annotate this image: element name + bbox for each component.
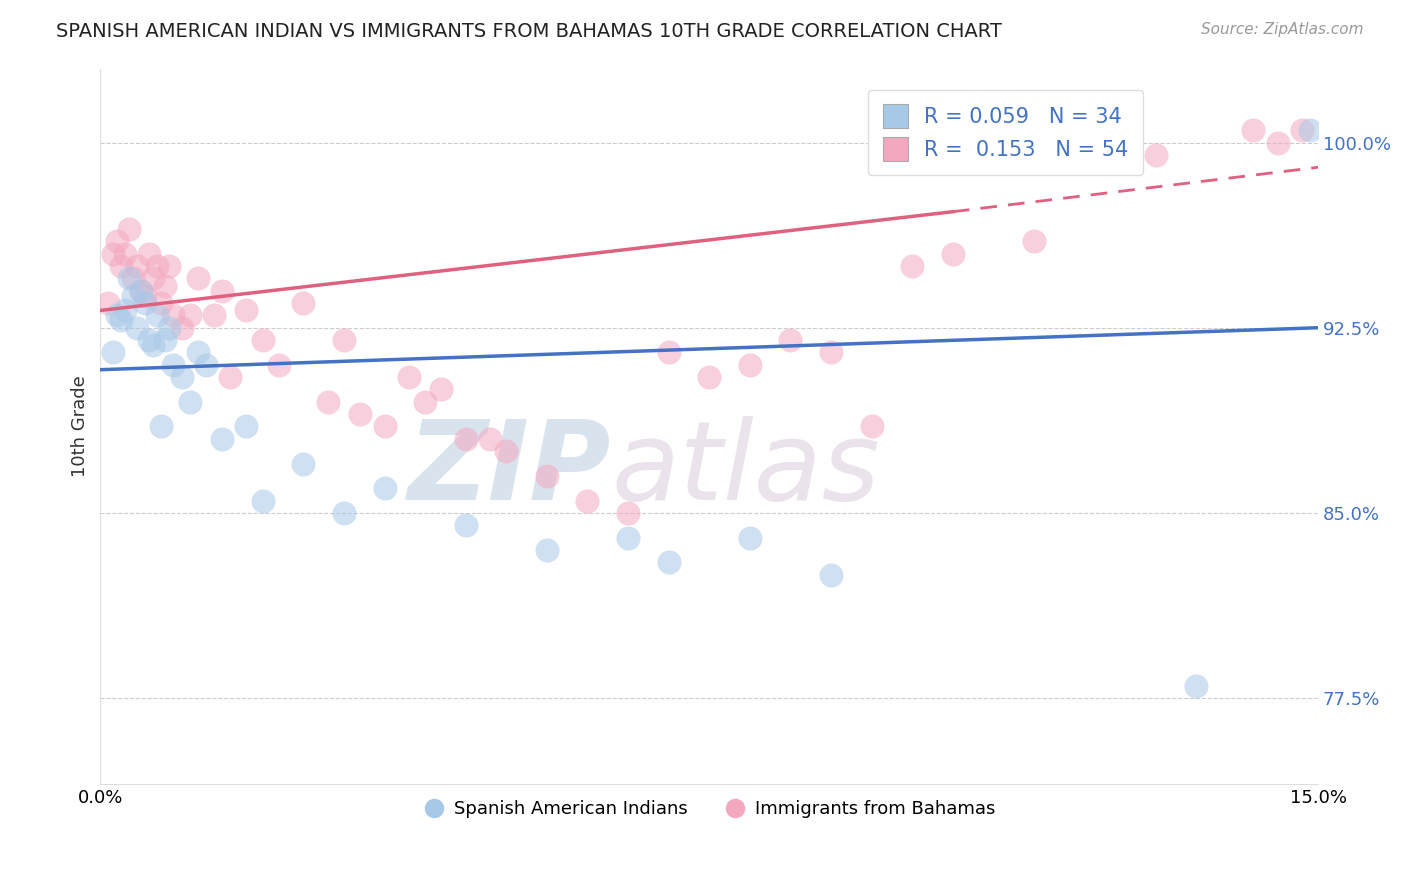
Point bbox=[373, 419, 395, 434]
Point bbox=[114, 303, 136, 318]
Point bbox=[150, 296, 173, 310]
Point bbox=[413, 394, 436, 409]
Point bbox=[114, 246, 136, 260]
Legend: Spanish American Indians, Immigrants from Bahamas: Spanish American Indians, Immigrants fro… bbox=[416, 793, 1002, 825]
Point bbox=[1299, 123, 1322, 137]
Point bbox=[155, 278, 177, 293]
Point bbox=[134, 296, 156, 310]
Text: Source: ZipAtlas.com: Source: ZipAtlas.com bbox=[1201, 22, 1364, 37]
Point bbox=[211, 284, 233, 298]
Point bbox=[1144, 148, 1167, 162]
Point bbox=[110, 259, 132, 273]
Point bbox=[1022, 235, 1045, 249]
Point bbox=[1291, 123, 1313, 137]
Point bbox=[333, 333, 356, 347]
Point bbox=[146, 259, 169, 273]
Point bbox=[479, 432, 502, 446]
Point bbox=[576, 493, 599, 508]
Point bbox=[252, 493, 274, 508]
Point bbox=[495, 444, 517, 458]
Text: atlas: atlas bbox=[612, 416, 880, 523]
Point bbox=[101, 345, 124, 359]
Point bbox=[179, 309, 201, 323]
Point bbox=[536, 542, 558, 557]
Point bbox=[697, 370, 720, 384]
Point bbox=[235, 419, 257, 434]
Point bbox=[118, 271, 141, 285]
Point bbox=[187, 271, 209, 285]
Point bbox=[430, 383, 453, 397]
Point bbox=[170, 370, 193, 384]
Point bbox=[125, 320, 148, 334]
Point bbox=[179, 394, 201, 409]
Point bbox=[162, 309, 184, 323]
Text: ZIP: ZIP bbox=[408, 416, 612, 523]
Point bbox=[202, 309, 225, 323]
Point bbox=[142, 271, 165, 285]
Point bbox=[454, 518, 477, 533]
Point bbox=[617, 506, 640, 520]
Point bbox=[105, 235, 128, 249]
Point bbox=[157, 259, 180, 273]
Point bbox=[349, 407, 371, 421]
Point bbox=[235, 303, 257, 318]
Point bbox=[454, 432, 477, 446]
Point bbox=[738, 531, 761, 545]
Point bbox=[97, 296, 120, 310]
Point bbox=[779, 333, 801, 347]
Point bbox=[617, 531, 640, 545]
Point bbox=[138, 333, 160, 347]
Point bbox=[292, 457, 315, 471]
Point bbox=[211, 432, 233, 446]
Point bbox=[129, 284, 152, 298]
Point bbox=[942, 246, 965, 260]
Point bbox=[157, 320, 180, 334]
Point bbox=[142, 338, 165, 352]
Point bbox=[187, 345, 209, 359]
Point bbox=[860, 419, 883, 434]
Point bbox=[146, 309, 169, 323]
Point bbox=[219, 370, 242, 384]
Point bbox=[150, 419, 173, 434]
Point bbox=[138, 246, 160, 260]
Point bbox=[129, 284, 152, 298]
Point bbox=[267, 358, 290, 372]
Point bbox=[398, 370, 420, 384]
Point bbox=[170, 320, 193, 334]
Point bbox=[121, 288, 143, 302]
Point bbox=[658, 555, 681, 569]
Y-axis label: 10th Grade: 10th Grade bbox=[72, 376, 89, 477]
Point bbox=[252, 333, 274, 347]
Point bbox=[1267, 136, 1289, 150]
Point bbox=[134, 288, 156, 302]
Point bbox=[820, 345, 842, 359]
Point bbox=[901, 259, 924, 273]
Point bbox=[1104, 136, 1126, 150]
Point bbox=[125, 259, 148, 273]
Point bbox=[1241, 123, 1264, 137]
Point bbox=[316, 394, 339, 409]
Point bbox=[333, 506, 356, 520]
Point bbox=[121, 271, 143, 285]
Point bbox=[820, 567, 842, 582]
Point bbox=[105, 309, 128, 323]
Point bbox=[536, 468, 558, 483]
Point bbox=[194, 358, 217, 372]
Point bbox=[738, 358, 761, 372]
Point bbox=[110, 313, 132, 327]
Point bbox=[118, 222, 141, 236]
Text: SPANISH AMERICAN INDIAN VS IMMIGRANTS FROM BAHAMAS 10TH GRADE CORRELATION CHART: SPANISH AMERICAN INDIAN VS IMMIGRANTS FR… bbox=[56, 22, 1002, 41]
Point bbox=[1185, 679, 1208, 693]
Point bbox=[162, 358, 184, 372]
Point bbox=[373, 481, 395, 495]
Point bbox=[292, 296, 315, 310]
Point bbox=[101, 246, 124, 260]
Point bbox=[658, 345, 681, 359]
Point bbox=[155, 333, 177, 347]
